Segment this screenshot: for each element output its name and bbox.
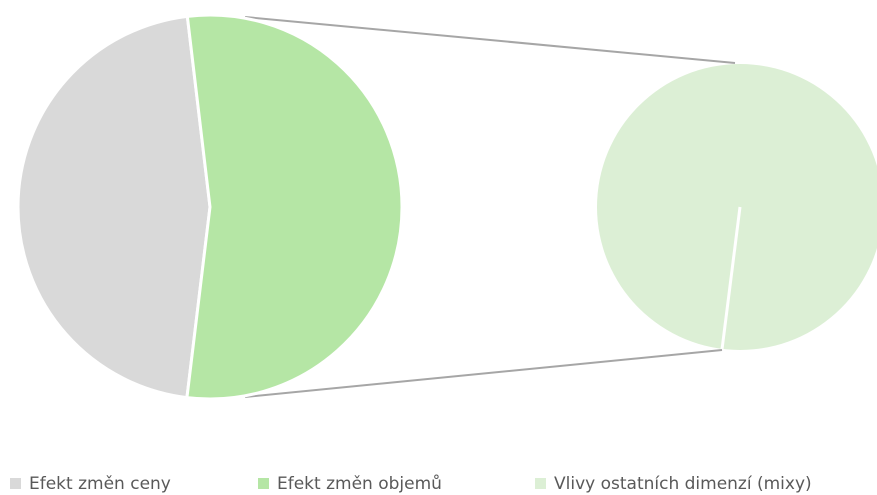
pie-slice: [185, 13, 404, 401]
legend-label: Efekt změn ceny: [29, 474, 171, 494]
slice-border: [720, 206, 742, 350]
legend-label: Efekt změn objemů: [277, 474, 442, 494]
connector-line: [244, 16, 736, 64]
legend-label: Vlivy ostatních dimenzí (mixy): [554, 474, 812, 494]
connector-line: [244, 349, 723, 398]
pie-slice: [16, 14, 212, 400]
legend-swatch: [10, 478, 21, 489]
legend-swatch: [258, 478, 269, 489]
pie-slice: [597, 64, 877, 350]
legend-swatch: [535, 478, 546, 489]
